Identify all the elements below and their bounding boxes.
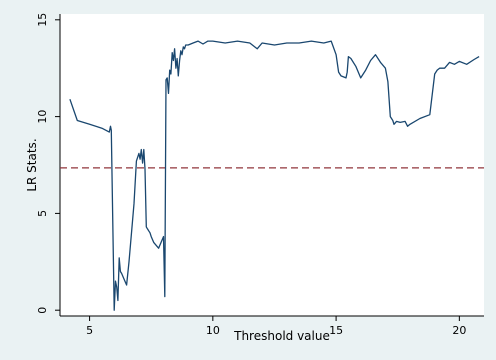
x-tick-label: 10 bbox=[206, 324, 220, 337]
x-tick-label: 20 bbox=[452, 324, 466, 337]
x-tick-label: 15 bbox=[329, 324, 343, 337]
y-tick-label: 0 bbox=[36, 307, 49, 314]
series-line-1 bbox=[69, 40, 480, 311]
y-tick-label: 15 bbox=[36, 13, 49, 27]
y-tick-label: 10 bbox=[36, 110, 49, 124]
plot-area bbox=[60, 14, 484, 316]
y-axis-title: LR Stats. bbox=[25, 138, 39, 191]
x-axis-title: Threshold value bbox=[233, 329, 330, 343]
x-tick-label: 5 bbox=[86, 324, 93, 337]
y-tick-label: 5 bbox=[36, 210, 49, 217]
